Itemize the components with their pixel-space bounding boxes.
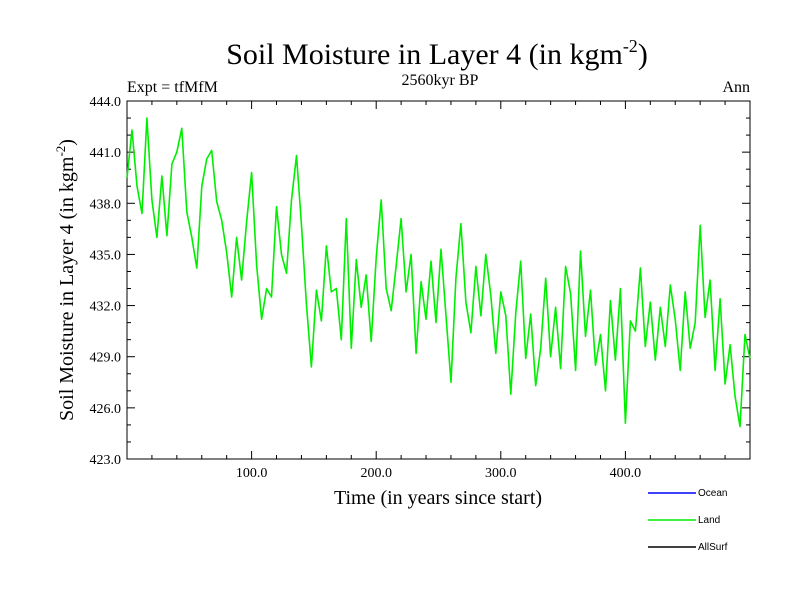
plot-area	[126, 100, 751, 460]
x-tick-label: 200.0	[360, 466, 392, 481]
x-axis-label: Time (in years since start)	[334, 487, 542, 509]
chart-title: Soil Moisture in Layer 4 (in kgm-2)	[226, 36, 648, 71]
y-tick-label: 423.0	[90, 453, 122, 468]
y-tick-label: 432.0	[90, 300, 122, 315]
legend: Ocean Land AllSurf	[648, 488, 728, 553]
y-tick-label: 435.0	[90, 248, 122, 263]
x-axis: 100.0 200.0 300.0 400.0	[151, 101, 726, 481]
y-axis-label: Soil Moisture in Layer 4 (in kgm-2)	[53, 139, 78, 421]
legend-label-allsurf: AllSurf	[698, 542, 728, 553]
subtitle-center: 2560kyr BP	[402, 72, 479, 89]
y-tick-label: 429.0	[90, 351, 122, 366]
subtitle-right: Ann	[722, 79, 750, 96]
y-tick-label: 438.0	[90, 197, 122, 212]
y-tick-label: 426.0	[90, 402, 122, 417]
y-axis: 423.0 426.0 429.0 432.0 435.0 438.0 441.0 444.0	[90, 95, 750, 468]
legend-label-land: Land	[698, 515, 720, 526]
x-tick-label: 300.0	[485, 466, 517, 481]
legend-label-ocean: Ocean	[698, 488, 727, 499]
x-tick-label: 400.0	[610, 466, 642, 481]
y-tick-label: 444.0	[90, 95, 122, 110]
y-tick-label: 441.0	[90, 146, 122, 161]
series-line-land	[126, 117, 751, 428]
subtitle-left: Expt = tfMfM	[127, 79, 218, 96]
x-tick-label: 100.0	[236, 466, 268, 481]
series-layer	[126, 117, 751, 428]
